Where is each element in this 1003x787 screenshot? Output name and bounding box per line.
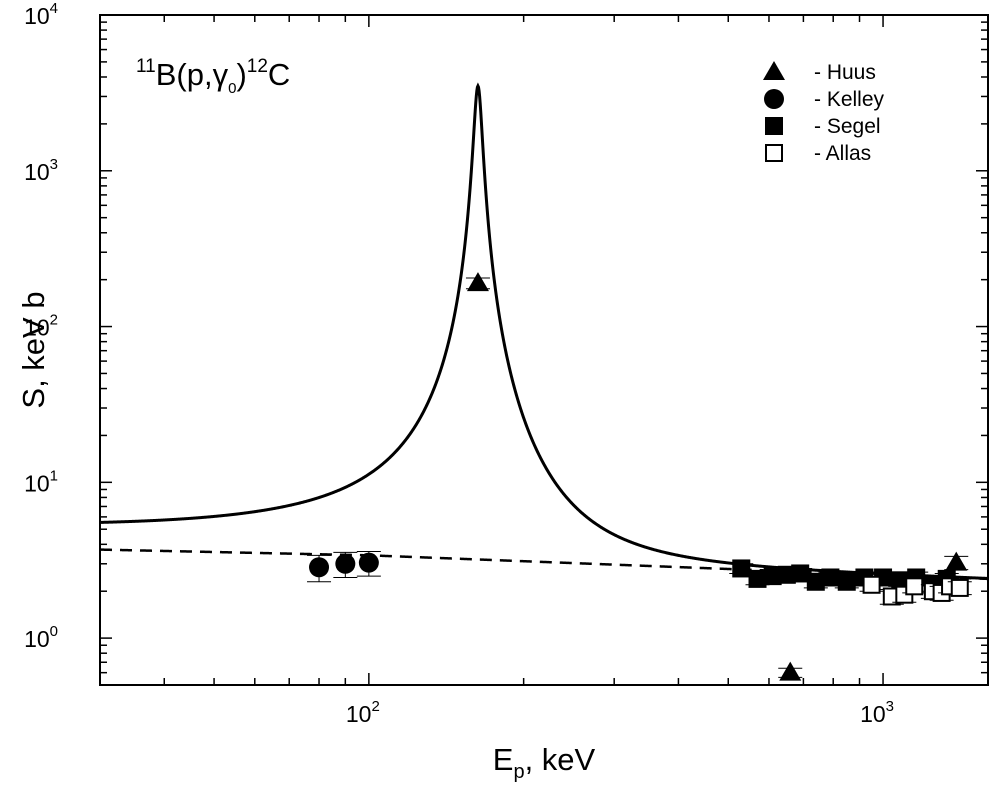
legend-marker-allas <box>765 144 783 162</box>
reaction-annotation: 11B(p,γ0)12C <box>136 56 290 97</box>
kelley-data-point <box>358 552 379 573</box>
y-tick-label: 101 <box>24 467 58 496</box>
legend: - Huus - Kelley - Segel - Allas <box>763 61 885 165</box>
y-axis-label: S, keV b <box>16 291 51 408</box>
axis-ticks <box>99 14 988 686</box>
y-tick-label: 104 <box>24 0 58 29</box>
legend-label-huus: - Huus <box>814 61 876 84</box>
legend-label-allas: - Allas <box>814 142 871 165</box>
tick-labels: 102 103 100 101 102 103 104 <box>24 0 894 727</box>
huus-data-point <box>779 661 802 681</box>
kelley-data-point <box>335 553 356 574</box>
legend-marker-huus <box>763 61 785 80</box>
legend-marker-segel <box>765 117 783 135</box>
legend-label-segel: - Segel <box>814 115 881 138</box>
segel-data-point <box>806 572 825 591</box>
segel-data-point <box>891 571 910 590</box>
segel-data-point <box>791 564 810 583</box>
segel-data-point <box>821 568 840 587</box>
allas-data-point <box>950 578 969 597</box>
segel-data-point <box>748 569 767 588</box>
x-axis-label: Ep, keV <box>493 742 596 783</box>
y-tick-label: 103 <box>24 156 58 185</box>
legend-label-kelley: - Kelley <box>814 88 885 111</box>
x-tick-label: 102 <box>346 698 380 727</box>
data-points <box>307 272 972 681</box>
huus-data-point <box>466 272 489 292</box>
y-tick-label: 100 <box>24 623 58 652</box>
allas-data-point <box>862 575 881 594</box>
x-tick-label: 103 <box>860 698 894 727</box>
y-tick-label: 102 <box>24 312 58 341</box>
resonance-fit-curve <box>99 82 989 580</box>
allas-data-point <box>905 577 924 596</box>
kelley-data-point <box>309 557 330 578</box>
huus-data-point <box>945 551 968 571</box>
legend-marker-kelley <box>764 89 784 109</box>
segel-data-point <box>732 559 751 578</box>
segel-data-point <box>837 572 856 591</box>
